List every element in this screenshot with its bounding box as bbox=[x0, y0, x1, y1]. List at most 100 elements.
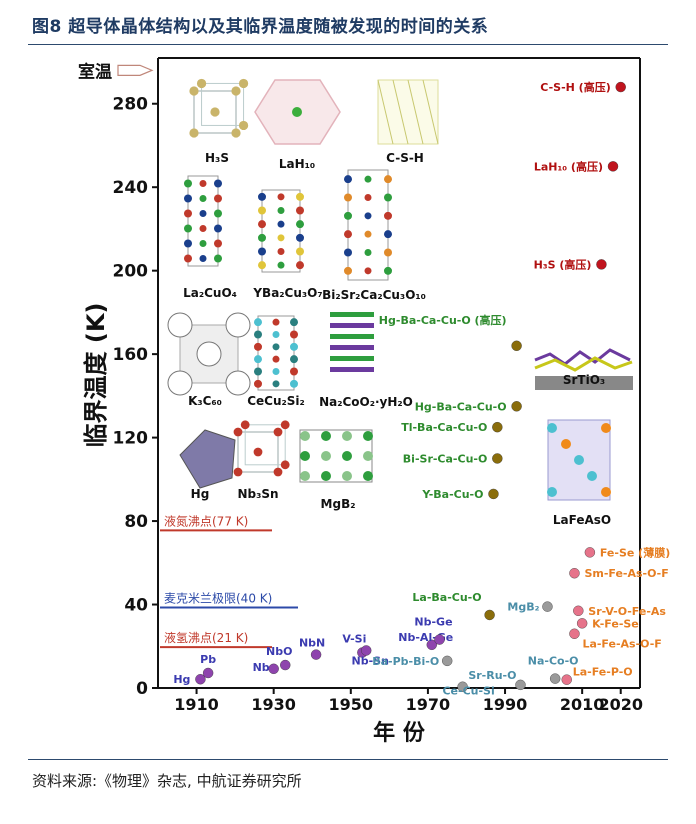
data-point: Pb bbox=[200, 653, 216, 679]
x-tick-label: 1970 bbox=[406, 695, 451, 714]
data-point-marker bbox=[457, 681, 468, 692]
x-tick-label: 1950 bbox=[329, 695, 374, 714]
structure-label: LaFeAsO bbox=[553, 513, 611, 527]
x-tick-label: 2010 bbox=[560, 695, 605, 714]
data-point-label: Ba-Pb-Bi-O bbox=[372, 655, 439, 668]
structure-label: CeCu₂Si₂ bbox=[247, 394, 305, 408]
bscco-structure-icon bbox=[344, 169, 392, 281]
x-tick-label: 2020 bbox=[598, 695, 643, 714]
y-tick-label: 280 bbox=[113, 95, 149, 115]
data-point-marker bbox=[515, 679, 526, 691]
data-point-marker bbox=[202, 667, 214, 679]
data-point-marker bbox=[576, 618, 588, 629]
data-point: Nb bbox=[253, 661, 279, 675]
data-point-marker bbox=[492, 453, 503, 464]
structure-label: H₃S bbox=[205, 151, 229, 165]
y-axis-title: 临界温度 (K) bbox=[82, 303, 110, 448]
reference-line-label: 液氢沸点(21 K) bbox=[164, 630, 248, 645]
data-point-marker bbox=[573, 605, 584, 616]
data-point-marker bbox=[280, 659, 291, 671]
data-point-label: Pb bbox=[200, 653, 216, 666]
data-point-marker bbox=[584, 547, 596, 558]
y-tick-label: 80 bbox=[124, 512, 148, 532]
h3s-structure-icon bbox=[189, 78, 249, 138]
data-point: K-Fe-Se bbox=[576, 617, 639, 630]
figure-title: 图8 超导体晶体结构以及其临界温度随被发现的时间的关系 bbox=[32, 17, 489, 37]
data-point: Ba-Pb-Bi-O bbox=[372, 655, 453, 668]
data-point-label: Sr-V-O-Fe-As bbox=[588, 605, 666, 618]
data-point-label: Y-Ba-Cu-O bbox=[421, 488, 483, 501]
data-point: Tl-Ba-Ca-Cu-O bbox=[401, 421, 503, 434]
structure-label: La₂CuO₄ bbox=[183, 286, 237, 300]
data-point-marker bbox=[426, 639, 437, 651]
data-point: Fe-Se (薄膜) bbox=[584, 545, 670, 559]
data-point-marker bbox=[596, 259, 607, 270]
data-point-marker bbox=[434, 634, 445, 645]
data-point-label: Na-Co-O bbox=[528, 655, 579, 668]
structure-label: SrTiO₃ bbox=[563, 373, 605, 387]
data-point-label: C-S-H (高压) bbox=[540, 80, 610, 94]
source-note: 资料来源:《物理》杂志, 中航证券研究所 bbox=[32, 772, 302, 790]
data-point: Hg-Ba-Ca-Cu-O bbox=[415, 400, 522, 413]
data-point-label: NbO bbox=[266, 645, 292, 658]
data-point-label: Nb bbox=[253, 661, 270, 674]
structure-label: Nb₃Sn bbox=[237, 487, 278, 501]
x-tick-label: 1930 bbox=[251, 695, 296, 714]
data-point-label: Hg bbox=[173, 673, 190, 686]
k3c60-structure-icon bbox=[167, 312, 251, 396]
data-point-marker bbox=[488, 488, 499, 500]
x-tick-label: 1910 bbox=[174, 695, 219, 714]
data-point-label: Sm-Fe-As-O-F bbox=[584, 567, 668, 580]
data-point-marker bbox=[607, 161, 619, 172]
data-point-marker bbox=[361, 645, 372, 656]
data-point-marker bbox=[542, 601, 553, 612]
data-point-marker bbox=[442, 655, 453, 667]
data-point-marker bbox=[484, 609, 495, 621]
data-point-label: Bi-Sr-Ca-Cu-O bbox=[403, 452, 488, 465]
y-tick-label: 240 bbox=[113, 178, 149, 198]
data-point-label: V-Si bbox=[342, 633, 366, 646]
y-tick-label: 0 bbox=[136, 679, 148, 699]
x-tick-label: 1990 bbox=[483, 695, 528, 714]
data-point-marker bbox=[561, 674, 572, 685]
la2cuo4-structure-icon bbox=[184, 175, 222, 267]
crystal-structure-illustrations: H₃S LaH₁₀ C-S-H La₂CuO₄ YBa₂Cu₃O₇ Bi₂Sr₂Ca₂Cu… bbox=[167, 78, 633, 527]
y-tick-label: 40 bbox=[124, 596, 148, 616]
x-axis-title: 年 份 bbox=[373, 720, 426, 746]
hg-structure-icon bbox=[179, 429, 236, 489]
structure-label: LaH₁₀ bbox=[279, 157, 315, 171]
data-point: Sr-V-O-Fe-As bbox=[573, 605, 666, 618]
data-point-label: Hg-Ba-Ca-Cu-O (高压) bbox=[379, 313, 507, 327]
data-point-label: La-Fe-As-O-F bbox=[582, 638, 661, 651]
structure-label: Bi₂Sr₂Ca₂Cu₃O₁₀ bbox=[322, 288, 426, 302]
data-point-label: Nb-Ge bbox=[414, 616, 452, 629]
structure-label: K₃C₆₀ bbox=[188, 394, 222, 408]
data-point-label: H₃S (高压) bbox=[534, 257, 592, 271]
data-point: Y-Ba-Cu-O bbox=[421, 488, 499, 501]
data-point-label: K-Fe-Se bbox=[592, 617, 639, 630]
lah10-structure-icon bbox=[254, 79, 341, 145]
room-temp-label: 室温 bbox=[78, 61, 112, 82]
data-point: H₃S (高压) bbox=[534, 257, 607, 271]
data-point: La-Fe-P-O bbox=[561, 666, 633, 685]
data-point-marker bbox=[569, 628, 580, 639]
source-rule bbox=[28, 759, 668, 760]
data-point-label: NbN bbox=[299, 637, 325, 650]
data-point-label: MgB₂ bbox=[507, 601, 539, 614]
structure-label: C-S-H bbox=[386, 151, 424, 165]
data-point: Hg bbox=[173, 673, 206, 686]
data-point: La-Fe-As-O-F bbox=[569, 628, 662, 651]
ybco-structure-icon bbox=[258, 189, 304, 273]
data-point: Nb-Ge bbox=[414, 616, 453, 645]
data-point-marker bbox=[569, 568, 580, 579]
y-tick-label: 120 bbox=[113, 429, 149, 449]
data-point-label: Nb-Al-Ge bbox=[398, 631, 453, 644]
cecu2si2-structure-icon bbox=[254, 315, 298, 391]
data-point-label: Fe-Se (薄膜) bbox=[600, 545, 670, 559]
data-point: Hg-Ba-Ca-Cu-O (高压) bbox=[379, 313, 522, 351]
data-point-label: Tl-Ba-Ca-Cu-O bbox=[401, 421, 487, 434]
structure-label: Na₂CoO₂·yH₂O bbox=[319, 395, 413, 409]
reference-line-label: 液氮沸点(77 K) bbox=[164, 513, 248, 528]
data-point-marker bbox=[492, 421, 503, 433]
structure-label: Hg bbox=[191, 487, 210, 501]
